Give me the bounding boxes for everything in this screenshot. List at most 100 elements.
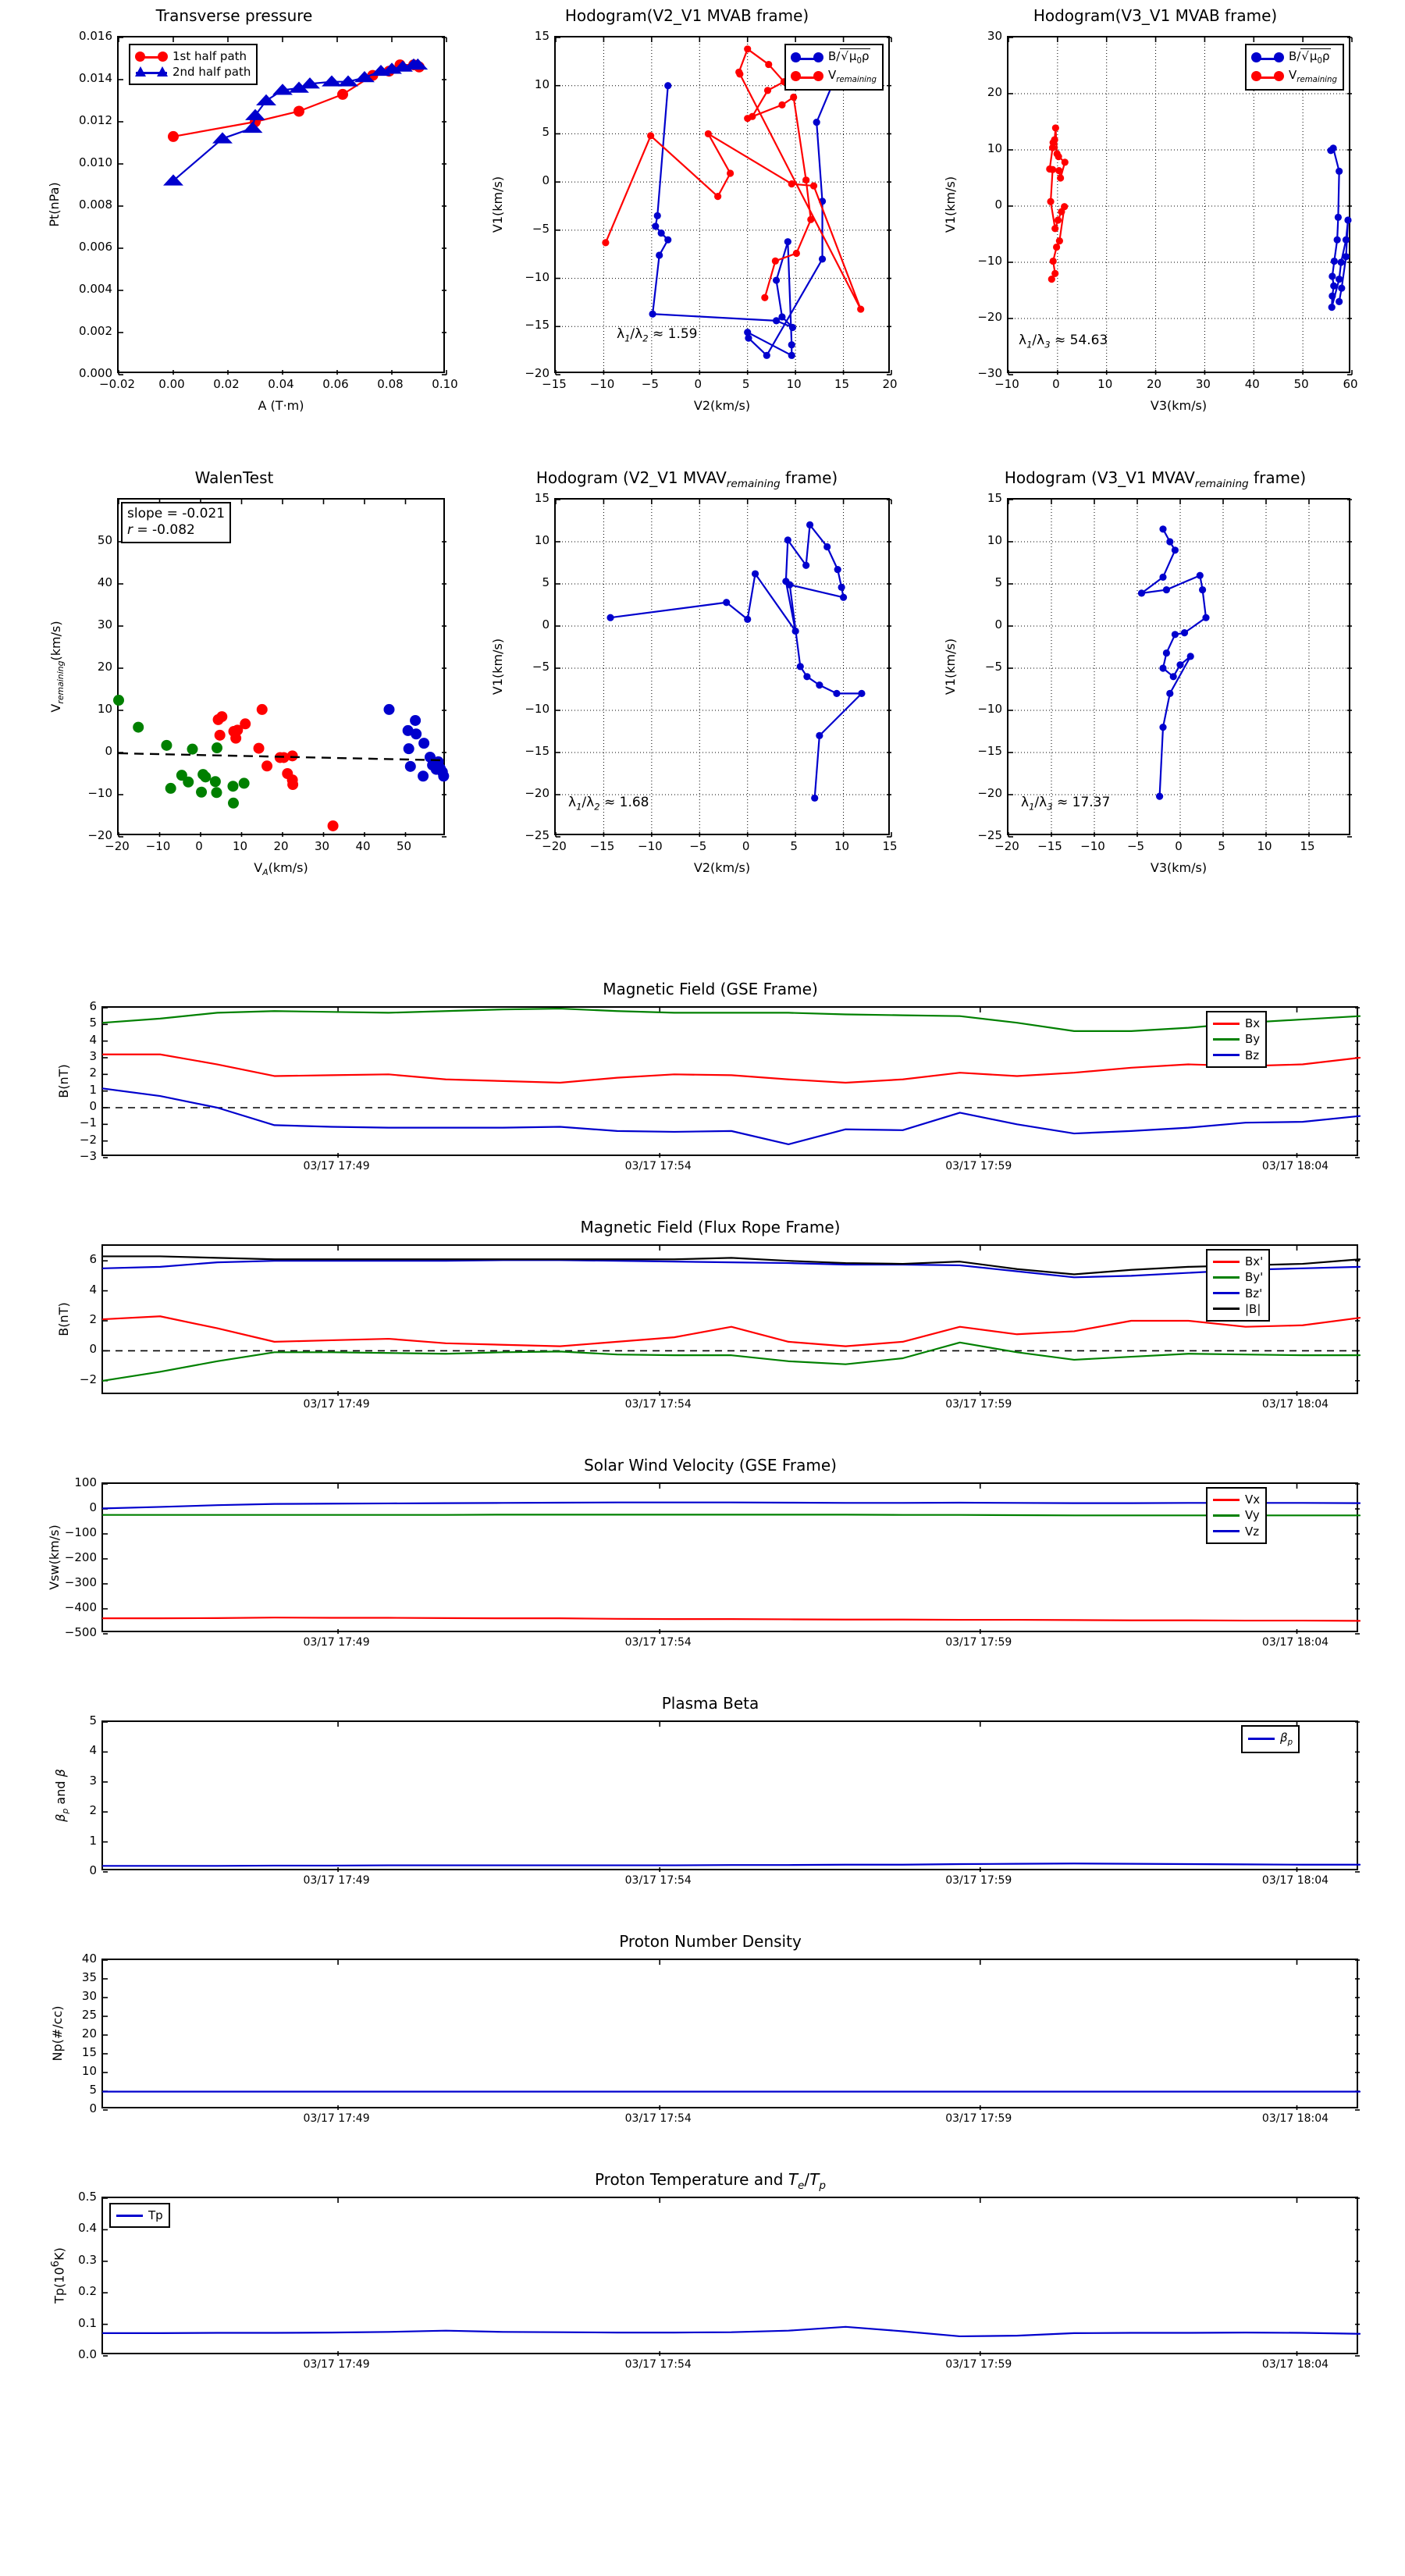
xtick-label: 0 (195, 839, 203, 853)
yaxis-label-walen-test: Vremaining(km/s) (48, 621, 66, 713)
yaxis-label-magnetic-field-flux-rope: B(nT) (56, 1302, 71, 1336)
legend-line-swatch (1213, 1308, 1240, 1311)
time-tick-label: 03/17 17:54 (624, 1160, 692, 1172)
ytick-label: 0 (994, 617, 1002, 632)
legend-marker-triangle (135, 66, 168, 77)
time-tick-label: 03/17 17:59 (945, 1636, 1012, 1649)
xaxis-label-hodogram-v2v1-mvab: V2(km/s) (693, 398, 751, 413)
xaxis-label-hodogram-v3v1-mvab: V3(km/s) (1150, 398, 1208, 413)
legend-row: By' (1213, 1269, 1263, 1285)
legend-label: Bz' (1245, 1286, 1263, 1300)
time-tick-label: 03/17 18:04 (1261, 2112, 1329, 2125)
ytick-label: −30 (977, 366, 1002, 380)
legend-label: 1st half path (173, 49, 247, 63)
legend-row: 2nd half path (135, 64, 251, 80)
xtick-label: 10 (834, 839, 850, 853)
legend-marker-circle (135, 51, 168, 62)
legend-label: Bx (1245, 1016, 1261, 1030)
legend-line-swatch (1213, 1260, 1240, 1263)
xtick-label: 30 (314, 839, 330, 853)
xtick-label: 10 (1097, 377, 1113, 391)
ytick-label: −2 (79, 1132, 97, 1147)
ytick-label: −20 (977, 786, 1002, 800)
ytick-label: 10 (97, 702, 112, 716)
legend-line-swatch (1248, 1738, 1275, 1741)
ytick-label: 15 (534, 29, 550, 43)
plot-svg-hodogram-v2v1-mvav (555, 499, 892, 838)
ytick-label: 40 (97, 575, 112, 589)
xtick-label: 50 (396, 839, 412, 853)
xtick-label: −15 (1037, 839, 1062, 853)
legend-label: By' (1245, 1270, 1264, 1285)
ytick-label: 2 (89, 1066, 97, 1080)
ytick-label: 5 (542, 125, 550, 140)
plot-svg-walen-test (113, 500, 450, 838)
plot-area-transverse-pressure (117, 36, 447, 375)
ytick-label: −3 (79, 1149, 97, 1163)
xtick-label: 0.04 (268, 377, 294, 391)
legend-row: Bz' (1213, 1286, 1263, 1301)
plot-area-hodogram-v2v1-mvab (554, 36, 892, 375)
ytick-label: 2 (89, 1312, 97, 1326)
panel-hodogram-v3v1-mvab: Hodogram(V3_V1 MVAB frame) −10 0 10 20 30 40 50… (921, 6, 1389, 428)
time-tick-label: 03/17 17:54 (624, 1874, 692, 1887)
legend-line-swatch (116, 2214, 143, 2217)
ytick-label: 0.006 (79, 240, 112, 254)
chart-title-plasma-beta: Plasma Beta (661, 1694, 759, 1713)
walen-slope: slope = -0.021 (127, 506, 226, 521)
ytick-label: 0 (542, 617, 550, 632)
ytick-label: 3 (89, 1773, 97, 1788)
xtick-label: 15 (882, 839, 898, 853)
ytick-label: −20 (525, 786, 550, 800)
ytick-label: −25 (977, 828, 1002, 842)
legend-line-swatch (1213, 1054, 1240, 1057)
ytick-label: −20 (525, 366, 550, 380)
ytick-label: −10 (525, 269, 550, 284)
legend-row: B/√μ0ρ (1251, 48, 1337, 67)
time-tick-label: 03/17 17:49 (303, 1874, 370, 1887)
ytick-label: 50 (97, 533, 112, 547)
ytick-label: 0 (542, 173, 550, 188)
ytick-label: 5 (542, 575, 550, 589)
time-tick-label: 03/17 17:49 (303, 1160, 370, 1172)
time-tick-label: 03/17 17:59 (945, 1398, 1012, 1411)
ytick-label: 0.010 (79, 155, 112, 169)
ytick-label: 40 (81, 1952, 97, 1966)
ytick-label: −5 (532, 660, 550, 674)
ytick-label: 0.3 (78, 2252, 97, 2267)
ytick-label: 3 (89, 1049, 97, 1063)
xtick-label: 30 (1195, 377, 1211, 391)
legend-row: βp (1248, 1730, 1293, 1749)
ytick-label: 0 (89, 1342, 97, 1357)
xtick-label: 20 (882, 377, 898, 391)
panel-hodogram-v2v1-mvav: Hodogram (V2_V1 MVAVremaining frame) −20−… (468, 468, 905, 890)
panel-plasma-beta: Plasma Beta 03/17 17:49 03/17 17:54 03/17 1… (39, 1694, 1382, 1912)
xtick-label: 20 (273, 839, 289, 853)
time-tick-label: 03/17 18:04 (1261, 1160, 1329, 1172)
plot-svg-magnetic-field-gse (101, 1007, 1361, 1158)
yaxis-label-proton-temperature: Tp(106K) (50, 2247, 67, 2304)
ytick-label: −10 (525, 702, 550, 716)
ytick-label: −100 (64, 1525, 97, 1539)
legend-line-swatch (1213, 1276, 1240, 1279)
time-tick-label: 03/17 17:59 (945, 1874, 1012, 1887)
ytick-label: −10 (977, 702, 1002, 716)
annotation-lambda-ratio: λ1/λ3 ≈ 17.37 (1021, 795, 1111, 813)
legend-marker-circle (791, 71, 823, 82)
ytick-label: 35 (81, 1970, 97, 1984)
legend-proton-temperature: Tp (109, 2203, 170, 2229)
time-tick-label: 03/17 18:04 (1261, 1874, 1329, 1887)
ytick-label: −5 (984, 660, 1002, 674)
xtick-label: −5 (641, 377, 659, 391)
ytick-label: 5 (89, 1016, 97, 1030)
ytick-label: 0.016 (79, 29, 112, 43)
xtick-label: −0.02 (99, 377, 135, 391)
xtick-label: −5 (689, 839, 707, 853)
ytick-label: 20 (97, 660, 112, 674)
ytick-label: 2 (89, 1803, 97, 1818)
ytick-label: 0.0 (78, 2347, 97, 2361)
xtick-label: 0.00 (158, 377, 185, 391)
walen-r: r = -0.082 (127, 522, 195, 539)
legend-magnetic-field-flux-rope: Bx' By' Bz' |B| (1206, 1249, 1271, 1322)
xtick-label: 5 (742, 377, 750, 391)
